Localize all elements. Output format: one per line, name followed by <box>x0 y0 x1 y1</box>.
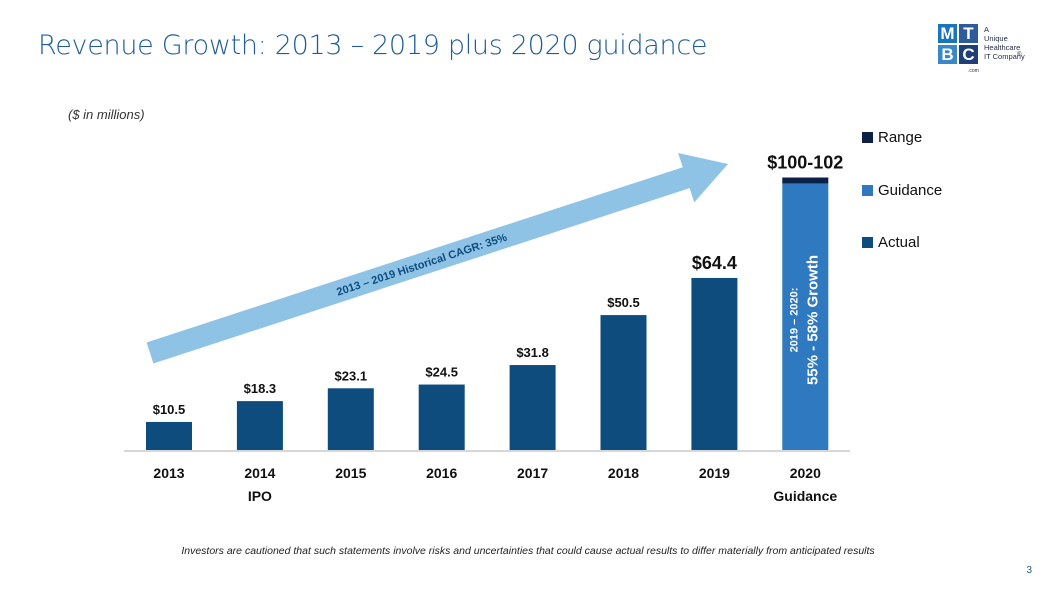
growth-annotation-line2: 55% - 58% Growth <box>804 255 821 385</box>
legend-swatch-range <box>862 132 873 143</box>
logo-tagline-line: A <box>984 25 990 34</box>
data-label-2014: $18.3 <box>244 381 277 396</box>
data-label-2020: $100-102 <box>767 153 843 173</box>
x-tick-label-2016: 2016 <box>426 465 457 481</box>
x-tick-label-2015: 2015 <box>335 465 366 481</box>
x-tick-label-2019: 2019 <box>699 465 730 481</box>
logo-letter: T <box>959 24 978 43</box>
legend-swatch-guidance <box>862 185 873 196</box>
company-logo: M T B C A Unique Healthcare IT Company ®… <box>938 24 1038 74</box>
bar-guidance-2020 <box>782 182 829 450</box>
logo-tagline-line: Unique <box>984 34 1008 43</box>
legend-label-guidance: Guidance <box>878 182 942 199</box>
growth-annotation-line1: 2019 – 2020: <box>788 288 800 353</box>
cagr-arrow <box>146 153 729 364</box>
data-label-2013: $10.5 <box>153 402 186 417</box>
logo-tagline-line: Healthcare <box>984 43 1021 52</box>
logo-letter: C <box>959 45 978 64</box>
bar-actual-2014 <box>236 401 283 450</box>
units-note: ($ in millions) <box>68 107 145 122</box>
footer-disclaimer: Investors are cautioned that such statem… <box>181 545 875 557</box>
x-tick-label-2014: 2014 <box>244 465 275 481</box>
data-label-2016: $24.5 <box>425 365 458 380</box>
bar-actual-2015 <box>327 388 374 450</box>
x-tick-label-2017: 2017 <box>517 465 548 481</box>
page-number: 3 <box>1026 565 1032 576</box>
legend-label-actual: Actual <box>878 234 920 251</box>
x-tick-sublabel-2020: Guidance <box>773 488 837 504</box>
x-tick-sublabel-2014: IPO <box>248 488 272 504</box>
bar-actual-2013 <box>146 421 192 450</box>
cagr-arrow-label: 2013 – 2019 Historical CAGR: 35% <box>335 232 509 299</box>
logo-registered-mark: ® <box>1017 52 1022 58</box>
logo-letter: M <box>938 24 957 43</box>
bar-actual-2019 <box>691 277 738 450</box>
logo-letter: B <box>938 45 957 64</box>
data-label-2019: $64.4 <box>692 253 737 273</box>
bar-actual-2018 <box>600 315 647 450</box>
bar-actual-2016 <box>418 384 465 450</box>
legend-swatch-actual <box>862 237 873 248</box>
data-label-2015: $23.1 <box>335 368 368 383</box>
logo-tagline-line: IT Company <box>984 52 1025 61</box>
x-tick-label-2020: 2020 <box>790 465 821 481</box>
legend-label-range: Range <box>878 129 922 146</box>
bar-actual-2017 <box>509 365 556 450</box>
slide-title: Revenue Growth: 2013 – 2019 plus 2020 gu… <box>38 30 708 61</box>
logo-com-text: .com <box>968 68 979 74</box>
data-label-2018: $50.5 <box>607 295 640 310</box>
bar-range-2020 <box>782 177 829 184</box>
data-label-2017: $31.8 <box>516 345 549 360</box>
x-tick-label-2013: 2013 <box>153 465 184 481</box>
x-tick-label-2018: 2018 <box>608 465 639 481</box>
